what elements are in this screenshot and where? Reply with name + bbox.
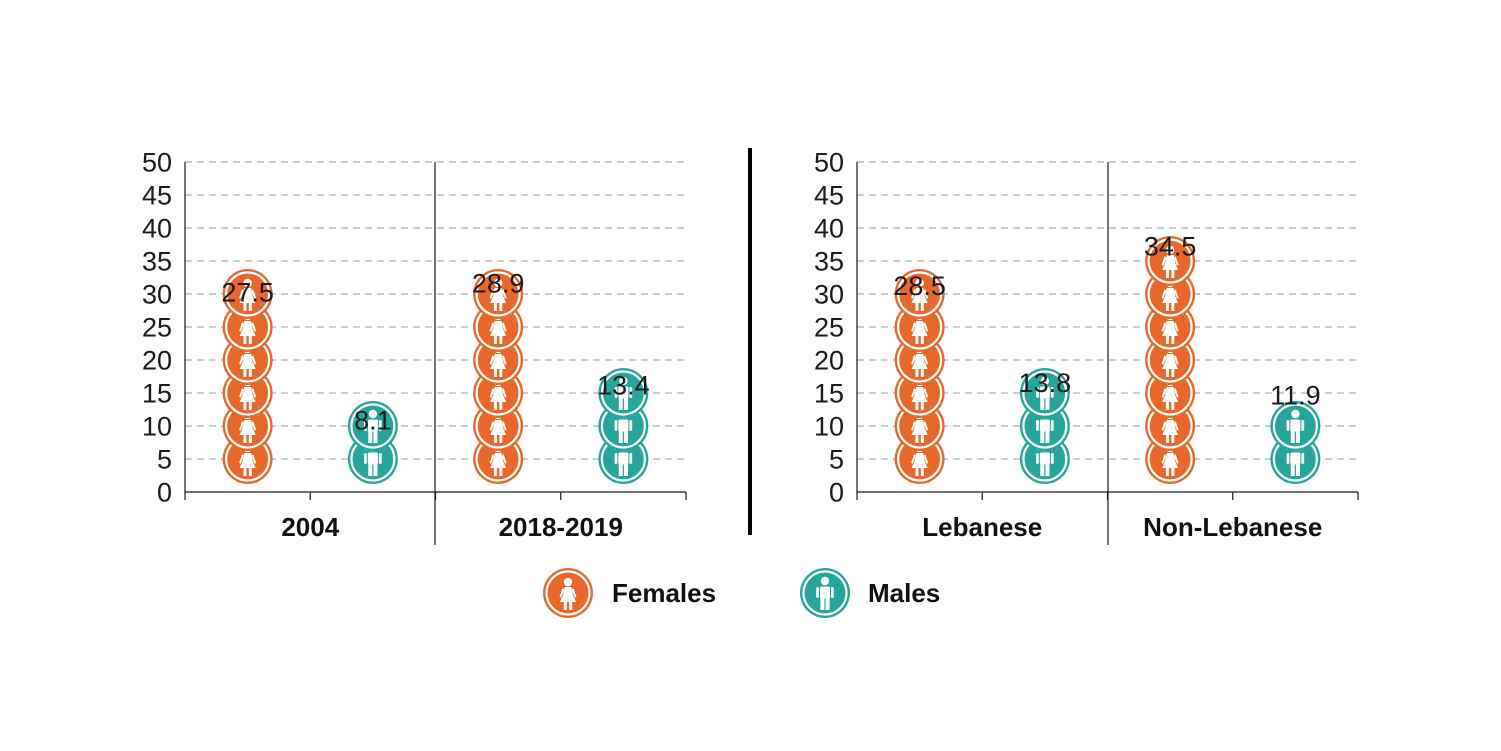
bar-females-2004: 27.5 [221, 269, 274, 484]
bar-males-2018-2019: 13.4 [597, 368, 650, 484]
female-person-icon [1145, 236, 1196, 286]
y-tick-label: 0 [157, 478, 172, 508]
category-label: Lebanese [922, 512, 1042, 542]
male-person-icon [347, 401, 398, 451]
y-tick-label: 45 [814, 181, 844, 211]
female-person-icon [894, 269, 945, 319]
data-label: 13.4 [597, 371, 650, 401]
bar-females-non-lebanese: 34.5 [1144, 231, 1197, 484]
y-tick-label: 40 [142, 214, 172, 244]
y-tick-label: 10 [814, 412, 844, 442]
legend: Females Males [543, 568, 940, 618]
y-tick-label: 30 [142, 280, 172, 310]
male-person-icon [1019, 368, 1070, 418]
bar-males-2004: 8.1 [347, 401, 398, 484]
legend-label: Males [868, 578, 940, 608]
female-person-icon [473, 269, 524, 319]
bar-females-2018-2019: 28.9 [472, 268, 525, 484]
data-label: 27.5 [221, 278, 274, 308]
y-tick-label: 20 [142, 346, 172, 376]
y-tick-label: 25 [142, 313, 172, 343]
y-tick-label: 45 [142, 181, 172, 211]
y-tick-label: 20 [814, 346, 844, 376]
bar-males-lebanese: 13.8 [1019, 368, 1072, 484]
data-label: 8.1 [354, 406, 392, 436]
data-label: 13.8 [1019, 368, 1072, 398]
y-tick-label: 30 [814, 280, 844, 310]
y-tick-label: 5 [829, 445, 844, 475]
data-label: 28.9 [472, 268, 525, 298]
female-person-icon [543, 568, 593, 618]
y-tick-label: 0 [829, 478, 844, 508]
data-label: 28.5 [893, 271, 946, 301]
data-label: 34.5 [1144, 231, 1197, 261]
male-person-icon [598, 368, 649, 418]
bar-females-lebanese: 28.5 [893, 269, 946, 484]
y-tick-label: 25 [814, 313, 844, 343]
legend-item-females: Females [543, 568, 716, 618]
y-tick-label: 35 [142, 247, 172, 277]
y-tick-label: 40 [814, 214, 844, 244]
y-tick-label: 5 [157, 445, 172, 475]
y-tick-label: 50 [142, 148, 172, 178]
category-label: 2004 [281, 512, 339, 542]
y-tick-label: 15 [142, 379, 172, 409]
male-person-icon [800, 568, 850, 618]
y-tick-label: 15 [814, 379, 844, 409]
male-person-icon [1270, 401, 1321, 451]
bar-males-non-lebanese: 11.9 [1270, 380, 1321, 484]
legend-label: Females [612, 578, 716, 608]
category-label: Non-Lebanese [1143, 512, 1322, 542]
data-label: 11.9 [1270, 380, 1321, 410]
y-tick-label: 50 [814, 148, 844, 178]
legend-item-males: Males [800, 568, 940, 618]
female-person-icon [222, 269, 273, 319]
y-tick-label: 10 [142, 412, 172, 442]
y-tick-label: 35 [814, 247, 844, 277]
category-label: 2018-2019 [499, 512, 623, 542]
